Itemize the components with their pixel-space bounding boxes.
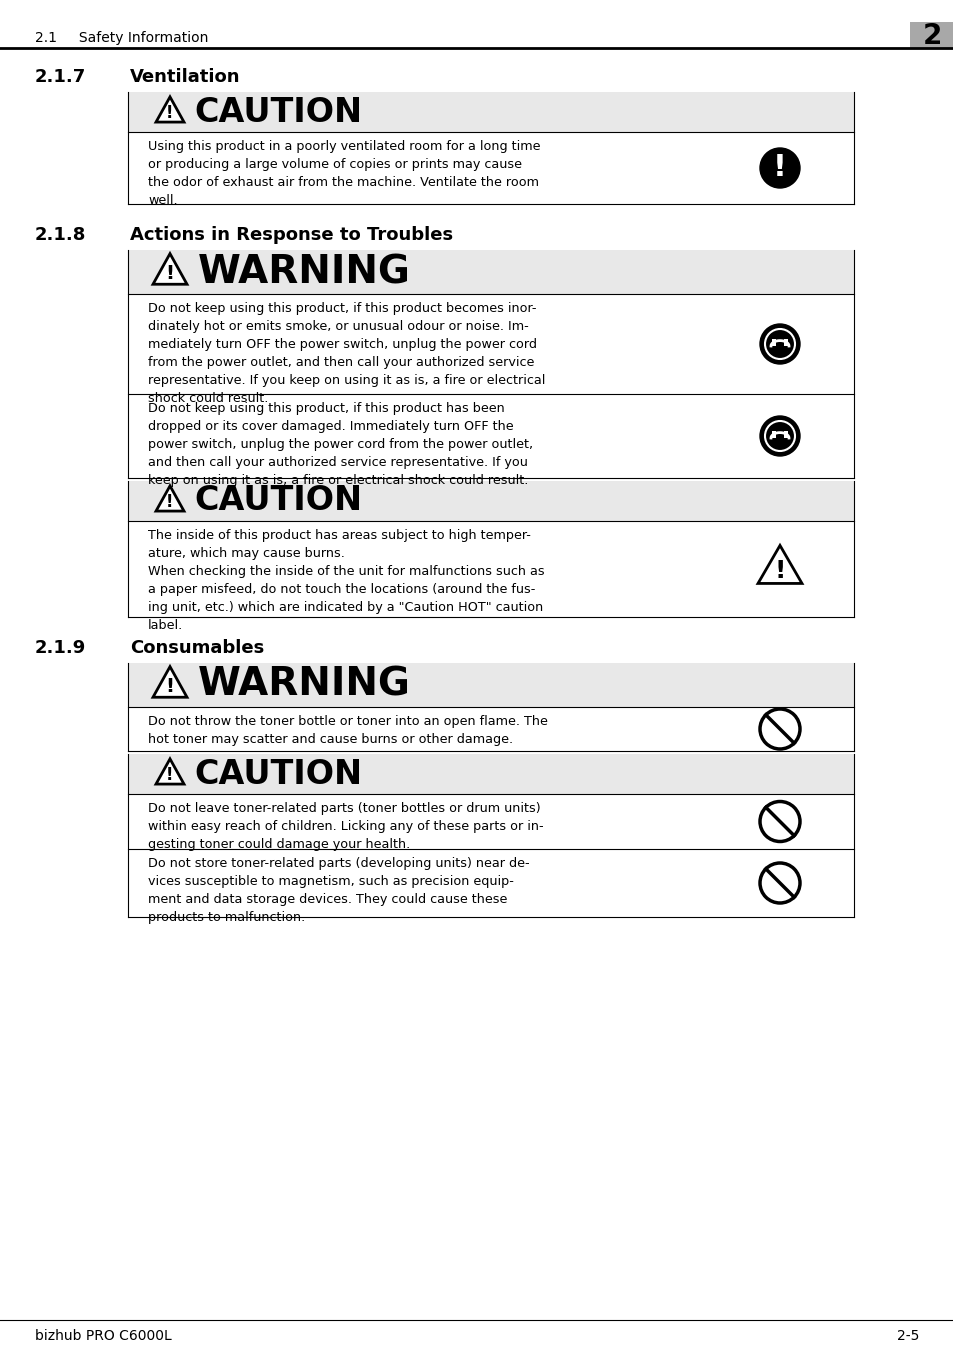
- Text: !: !: [772, 154, 786, 182]
- Text: !: !: [165, 678, 174, 697]
- FancyBboxPatch shape: [128, 481, 853, 521]
- Text: 2.1.8: 2.1.8: [35, 225, 87, 244]
- Text: CAUTION: CAUTION: [193, 96, 362, 128]
- Text: CAUTION: CAUTION: [193, 757, 362, 791]
- Text: 2-5: 2-5: [896, 1328, 918, 1343]
- Circle shape: [760, 324, 800, 365]
- Text: 2.1.7: 2.1.7: [35, 68, 86, 86]
- Circle shape: [760, 863, 800, 903]
- Text: 2.1.9: 2.1.9: [35, 639, 86, 657]
- FancyBboxPatch shape: [909, 22, 953, 49]
- Text: !: !: [165, 265, 174, 284]
- Text: Do not throw the toner bottle or toner into an open flame. The
hot toner may sca: Do not throw the toner bottle or toner i…: [148, 716, 547, 747]
- Text: !: !: [774, 559, 785, 583]
- Circle shape: [760, 709, 800, 749]
- Text: Consumables: Consumables: [130, 639, 264, 657]
- FancyBboxPatch shape: [771, 339, 775, 346]
- Text: The inside of this product has areas subject to high temper-
ature, which may ca: The inside of this product has areas sub…: [148, 529, 544, 632]
- Text: Do not leave toner-related parts (toner bottles or drum units)
within easy reach: Do not leave toner-related parts (toner …: [148, 802, 543, 850]
- FancyBboxPatch shape: [128, 755, 853, 794]
- Polygon shape: [156, 97, 184, 122]
- Polygon shape: [156, 486, 184, 512]
- Text: Do not keep using this product, if this product becomes inor-
dinately hot or em: Do not keep using this product, if this …: [148, 302, 545, 405]
- Text: !: !: [166, 493, 173, 512]
- FancyBboxPatch shape: [783, 339, 787, 346]
- Circle shape: [764, 329, 794, 359]
- Text: bizhub PRO C6000L: bizhub PRO C6000L: [35, 1328, 172, 1343]
- Text: !: !: [166, 767, 173, 784]
- Text: WARNING: WARNING: [198, 666, 411, 703]
- Polygon shape: [758, 545, 801, 583]
- FancyBboxPatch shape: [783, 431, 787, 437]
- Text: Ventilation: Ventilation: [130, 68, 240, 86]
- FancyBboxPatch shape: [128, 250, 853, 294]
- Text: WARNING: WARNING: [198, 252, 411, 292]
- Polygon shape: [152, 254, 187, 285]
- Text: Using this product in a poorly ventilated room for a long time
or producing a la: Using this product in a poorly ventilate…: [148, 140, 540, 207]
- Circle shape: [760, 802, 800, 841]
- FancyBboxPatch shape: [771, 431, 775, 437]
- FancyBboxPatch shape: [128, 92, 853, 132]
- FancyBboxPatch shape: [128, 663, 853, 707]
- Text: CAUTION: CAUTION: [193, 485, 362, 517]
- Circle shape: [760, 416, 800, 456]
- Text: Do not store toner-related parts (developing units) near de-
vices susceptible t: Do not store toner-related parts (develo…: [148, 857, 529, 923]
- Text: !: !: [166, 104, 173, 123]
- Polygon shape: [156, 759, 184, 784]
- Text: 2: 2: [922, 22, 941, 50]
- Polygon shape: [152, 667, 187, 697]
- Circle shape: [764, 421, 794, 451]
- Circle shape: [760, 148, 800, 188]
- Text: Actions in Response to Troubles: Actions in Response to Troubles: [130, 225, 453, 244]
- Text: Do not keep using this product, if this product has been
dropped or its cover da: Do not keep using this product, if this …: [148, 402, 533, 487]
- Text: 2.1     Safety Information: 2.1 Safety Information: [35, 31, 208, 45]
